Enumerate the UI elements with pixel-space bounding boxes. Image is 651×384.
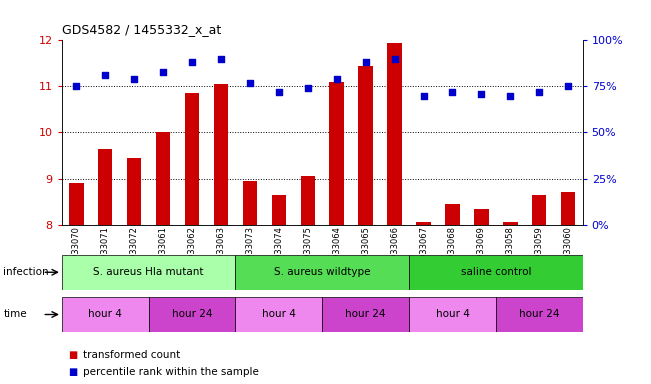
- Point: [476, 91, 486, 97]
- Text: S. aureus wildtype: S. aureus wildtype: [274, 267, 370, 277]
- Text: ■: ■: [68, 367, 77, 377]
- Point: [563, 83, 574, 89]
- Bar: [387, 43, 402, 225]
- Point: [447, 89, 458, 95]
- Bar: [322, 297, 409, 332]
- Bar: [445, 204, 460, 225]
- Bar: [409, 255, 583, 290]
- Bar: [69, 183, 83, 225]
- Point: [303, 85, 313, 91]
- Point: [129, 76, 139, 82]
- Text: hour 24: hour 24: [172, 310, 212, 319]
- Point: [419, 93, 429, 99]
- Bar: [301, 176, 315, 225]
- Point: [100, 72, 111, 78]
- Bar: [359, 66, 373, 225]
- Point: [361, 60, 371, 66]
- Bar: [185, 93, 199, 225]
- Bar: [243, 181, 257, 225]
- Text: hour 4: hour 4: [89, 310, 122, 319]
- Text: ■: ■: [68, 350, 77, 360]
- Point: [534, 89, 544, 95]
- Text: GDS4582 / 1455332_x_at: GDS4582 / 1455332_x_at: [62, 23, 221, 36]
- Bar: [214, 84, 229, 225]
- Text: hour 4: hour 4: [262, 310, 296, 319]
- Bar: [98, 149, 113, 225]
- Bar: [329, 82, 344, 225]
- Text: hour 24: hour 24: [346, 310, 386, 319]
- Bar: [496, 297, 583, 332]
- Point: [215, 56, 226, 62]
- Text: percentile rank within the sample: percentile rank within the sample: [83, 367, 258, 377]
- Point: [245, 79, 255, 86]
- Point: [505, 93, 516, 99]
- Bar: [156, 132, 171, 225]
- Bar: [148, 297, 236, 332]
- Bar: [532, 195, 546, 225]
- Text: S. aureus Hla mutant: S. aureus Hla mutant: [93, 267, 204, 277]
- Text: hour 4: hour 4: [436, 310, 469, 319]
- Bar: [127, 158, 141, 225]
- Text: hour 24: hour 24: [519, 310, 559, 319]
- Bar: [236, 297, 322, 332]
- Bar: [474, 209, 489, 225]
- Point: [187, 60, 197, 66]
- Text: infection: infection: [3, 267, 49, 277]
- Text: transformed count: transformed count: [83, 350, 180, 360]
- Bar: [416, 222, 431, 225]
- Bar: [503, 222, 518, 225]
- Point: [389, 56, 400, 62]
- Bar: [62, 255, 236, 290]
- Point: [331, 76, 342, 82]
- Bar: [271, 195, 286, 225]
- Bar: [62, 297, 148, 332]
- Text: saline control: saline control: [461, 267, 531, 277]
- Bar: [236, 255, 409, 290]
- Bar: [409, 297, 496, 332]
- Point: [158, 69, 169, 75]
- Point: [273, 89, 284, 95]
- Bar: [561, 192, 575, 225]
- Text: time: time: [3, 310, 27, 319]
- Point: [71, 83, 81, 89]
